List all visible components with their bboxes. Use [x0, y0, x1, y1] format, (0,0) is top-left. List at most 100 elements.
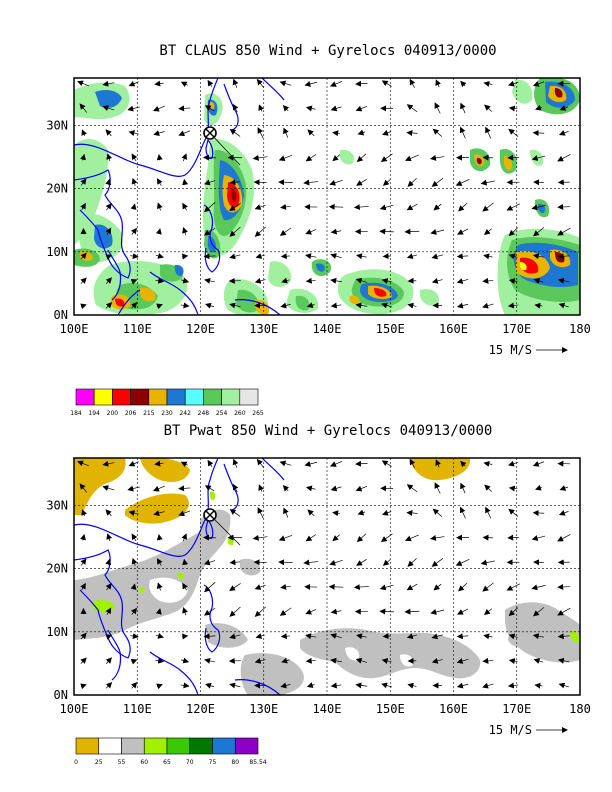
- wind-vector: [457, 228, 469, 235]
- wind-vector: [254, 226, 266, 237]
- wind-vector: [482, 277, 494, 284]
- wind-vector: [205, 682, 215, 689]
- wind-vector: [430, 154, 445, 161]
- x-tick-label: 120E: [186, 322, 215, 336]
- wind-vector: [207, 79, 214, 87]
- wind-vector: [507, 682, 519, 689]
- wind-vector: [508, 460, 519, 467]
- wind-vector: [332, 510, 340, 517]
- wind-vector: [355, 460, 368, 467]
- wind-vector: [229, 253, 241, 260]
- grid-lines: [74, 458, 580, 695]
- wind-vector: [178, 130, 191, 137]
- wind-vector: [105, 277, 112, 284]
- wind-vector: [409, 78, 416, 88]
- wind-vector: [180, 461, 188, 468]
- wind-vector: [252, 154, 268, 161]
- wind-vector: [305, 253, 317, 260]
- x-tick-label: 100E: [60, 702, 89, 716]
- x-tick-label: 160E: [439, 322, 468, 336]
- wind-vector: [558, 510, 569, 516]
- wind-vector: [229, 682, 241, 689]
- wind-vector: [153, 485, 165, 492]
- reference-vector-label: 15 M/S: [489, 343, 532, 357]
- wind-vector: [303, 179, 319, 186]
- wind-vector: [532, 253, 545, 260]
- wind-vector: [305, 154, 317, 162]
- reference-vector: 15 M/S: [489, 343, 568, 357]
- wind-vector: [155, 277, 165, 284]
- colorbar-label: 242: [179, 410, 191, 417]
- colorbar-label: 80: [231, 759, 239, 766]
- wind-vector: [483, 633, 493, 640]
- wind-vector: [254, 277, 266, 284]
- wind-vector: [204, 657, 215, 664]
- wind-vector: [409, 458, 416, 468]
- colorbar-swatch: [239, 388, 259, 406]
- map-frame: [73, 457, 581, 696]
- wind-vector: [355, 277, 368, 284]
- wind-vector: [232, 483, 239, 493]
- wind-vector: [155, 657, 165, 664]
- wind-vector: [305, 105, 316, 112]
- wind-vector: [254, 584, 266, 590]
- wind-vector: [80, 252, 87, 260]
- wind-vector: [382, 129, 392, 136]
- wind-vector: [456, 633, 469, 640]
- wind-vector: [557, 253, 570, 260]
- wind-vector: [182, 558, 189, 566]
- wind-vector: [207, 459, 214, 467]
- wind-vector: [330, 105, 342, 112]
- wind-vector: [105, 302, 113, 309]
- wind-vector: [532, 81, 545, 87]
- wind-vector: [77, 460, 90, 467]
- wind-vector: [255, 633, 265, 639]
- wind-vector: [379, 584, 394, 591]
- wind-vector: [459, 126, 466, 139]
- wind-vector: [181, 153, 187, 162]
- wind-vector: [357, 129, 366, 136]
- colorbar-swatch: [112, 388, 131, 406]
- panel-claus: BT CLAUS 850 Wind + Gyrelocs 040913/0000: [46, 43, 591, 417]
- wind-vector: [282, 485, 290, 492]
- wind-vector: [328, 583, 344, 590]
- wind-vector: [379, 228, 394, 235]
- colorbar-swatch: [234, 737, 259, 755]
- wind-vector: [252, 534, 268, 541]
- wind-vector: [229, 583, 241, 591]
- wind-vector: [483, 460, 493, 467]
- wind-vector: [229, 128, 241, 137]
- colorbar-swatch: [98, 737, 122, 755]
- wind-vector: [182, 178, 189, 186]
- colorbar-swatch: [203, 388, 222, 406]
- wind-vector: [153, 105, 165, 112]
- wind-vector: [105, 657, 112, 664]
- colorbar-swatch: [166, 737, 191, 755]
- wind-vector: [80, 582, 86, 591]
- wind-vector: [180, 682, 190, 689]
- wind-vector: [559, 485, 569, 491]
- y-tick-label: 10N: [46, 245, 68, 259]
- wind-vector: [154, 80, 164, 87]
- wind-vector: [305, 657, 316, 664]
- wind-vector: [533, 607, 545, 617]
- wind-vector: [435, 459, 441, 468]
- wind-vector: [202, 534, 217, 541]
- wind-vector: [381, 80, 392, 87]
- wind-vector: [329, 179, 343, 186]
- wind-vector: [406, 129, 418, 136]
- wind-vector: [305, 485, 316, 492]
- wind-vector: [456, 682, 469, 689]
- wind-vector: [406, 509, 418, 516]
- wind-vector: [106, 533, 113, 542]
- colorbar-swatch: [184, 388, 204, 406]
- wind-vector: [355, 682, 368, 689]
- reference-vector-label: 15 M/S: [489, 723, 532, 737]
- wind-vector: [531, 204, 546, 211]
- wind-vector: [482, 302, 494, 309]
- x-tick-label: 170E: [502, 322, 531, 336]
- wind-vector: [229, 302, 241, 309]
- wind-vector: [404, 608, 420, 615]
- wind-vector: [281, 657, 290, 664]
